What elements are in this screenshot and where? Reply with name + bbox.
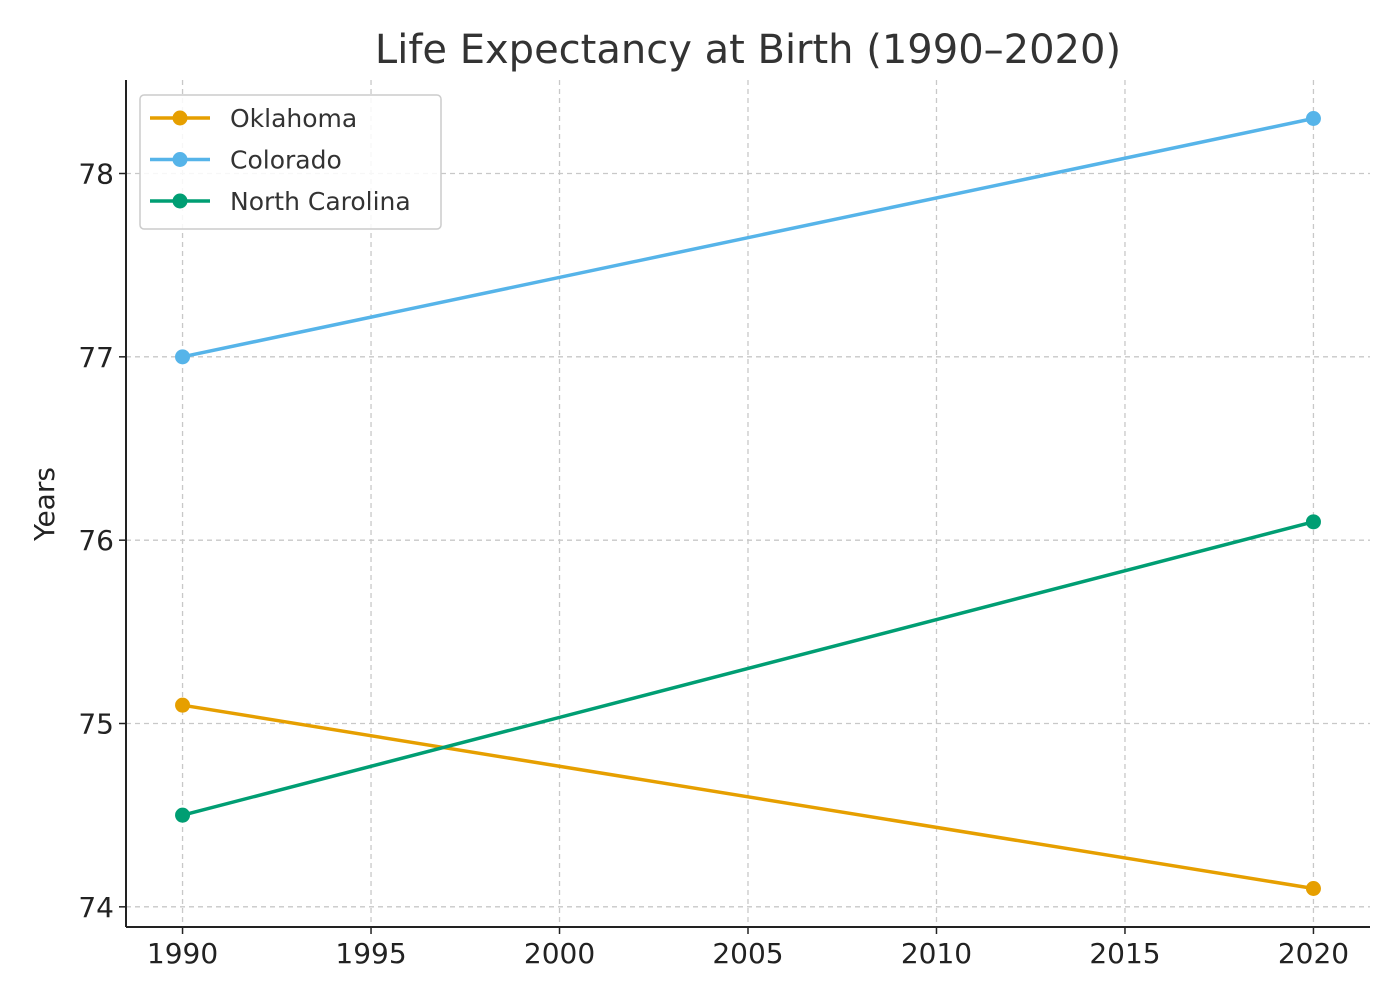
x-tick-label: 2020	[1278, 937, 1349, 970]
chart-title: Life Expectancy at Birth (1990–2020)	[375, 27, 1121, 73]
legend-box	[139, 94, 442, 230]
x-tick-label: 2005	[712, 937, 783, 970]
data-point	[175, 349, 191, 365]
series-line-oklahoma	[182, 703, 1314, 891]
data-point	[175, 697, 191, 713]
legend-marker	[172, 193, 188, 209]
y-tick-label: 74	[78, 891, 114, 924]
axes: 1990 1995 2000 2005 2010 2015 2020 74 75 76 77 78	[78, 80, 1370, 970]
legend: Oklahoma Colorado North Carolina	[139, 94, 442, 230]
legend-marker	[172, 110, 188, 126]
y-tick-label: 78	[78, 158, 114, 191]
legend-label: Colorado	[230, 146, 342, 175]
y-axis-label: Years	[28, 467, 61, 542]
series-line-colorado	[182, 116, 1314, 359]
x-tick-label: 2015	[1089, 937, 1160, 970]
y-tick-label: 76	[78, 524, 114, 557]
data-point	[1305, 111, 1321, 126]
y-tick-label: 77	[78, 341, 114, 374]
legend-label: Oklahoma	[230, 104, 357, 133]
x-tick-label: 1995	[335, 937, 406, 970]
data-point	[175, 807, 191, 823]
data-point	[1305, 514, 1321, 530]
series-group	[175, 111, 1321, 896]
x-tick-label: 2000	[524, 937, 595, 970]
data-point	[1305, 881, 1321, 896]
legend-label: North Carolina	[230, 187, 411, 216]
x-tick-label: 2010	[901, 937, 972, 970]
grid	[126, 80, 1370, 927]
series-line-north-carolina	[182, 520, 1314, 817]
y-tick-label: 75	[78, 708, 114, 741]
x-tick-label: 1990	[147, 937, 218, 970]
legend-marker	[172, 152, 188, 167]
